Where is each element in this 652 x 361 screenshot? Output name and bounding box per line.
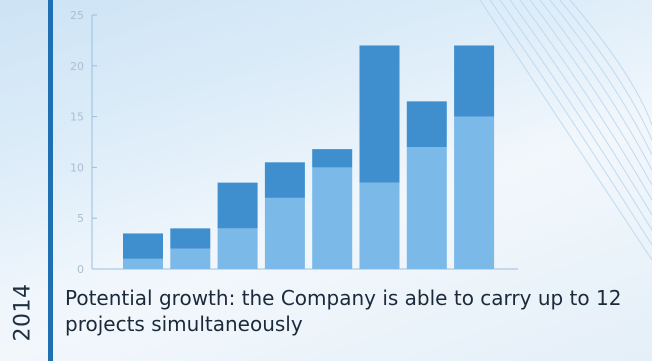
year-label: 2014 [10, 283, 36, 341]
y-tick-label: 5 [77, 212, 84, 225]
y-tick-label: 20 [70, 60, 84, 73]
bar-segment-upper [123, 233, 163, 259]
y-tick-label: 10 [70, 161, 84, 174]
y-tick-label: 15 [70, 111, 84, 124]
bar-segment-upper [406, 101, 447, 148]
bar-segment-lower [312, 167, 353, 269]
bar-segment-upper [264, 162, 305, 198]
bar-segment-lower [454, 116, 495, 269]
bar-segment-lower [359, 182, 400, 269]
bar-segment-upper [454, 45, 495, 117]
year-label-container: 2014 [2, 270, 44, 354]
bar-segment-lower [170, 248, 211, 269]
bar-segment-upper [359, 45, 400, 183]
bar-segment-lower [406, 147, 447, 269]
accent-bar [48, 0, 53, 361]
chart-caption: Potential growth: the Company is able to… [65, 286, 622, 336]
bar-segment-lower [217, 228, 258, 269]
y-tick-label: 0 [77, 263, 84, 276]
bar-segment-lower [264, 197, 305, 269]
bar-segment-upper [170, 228, 211, 249]
bar-segment-upper [217, 182, 258, 229]
y-tick-label: 25 [70, 9, 84, 22]
bar-segment-upper [312, 149, 353, 168]
bar-segment-lower [123, 258, 163, 269]
